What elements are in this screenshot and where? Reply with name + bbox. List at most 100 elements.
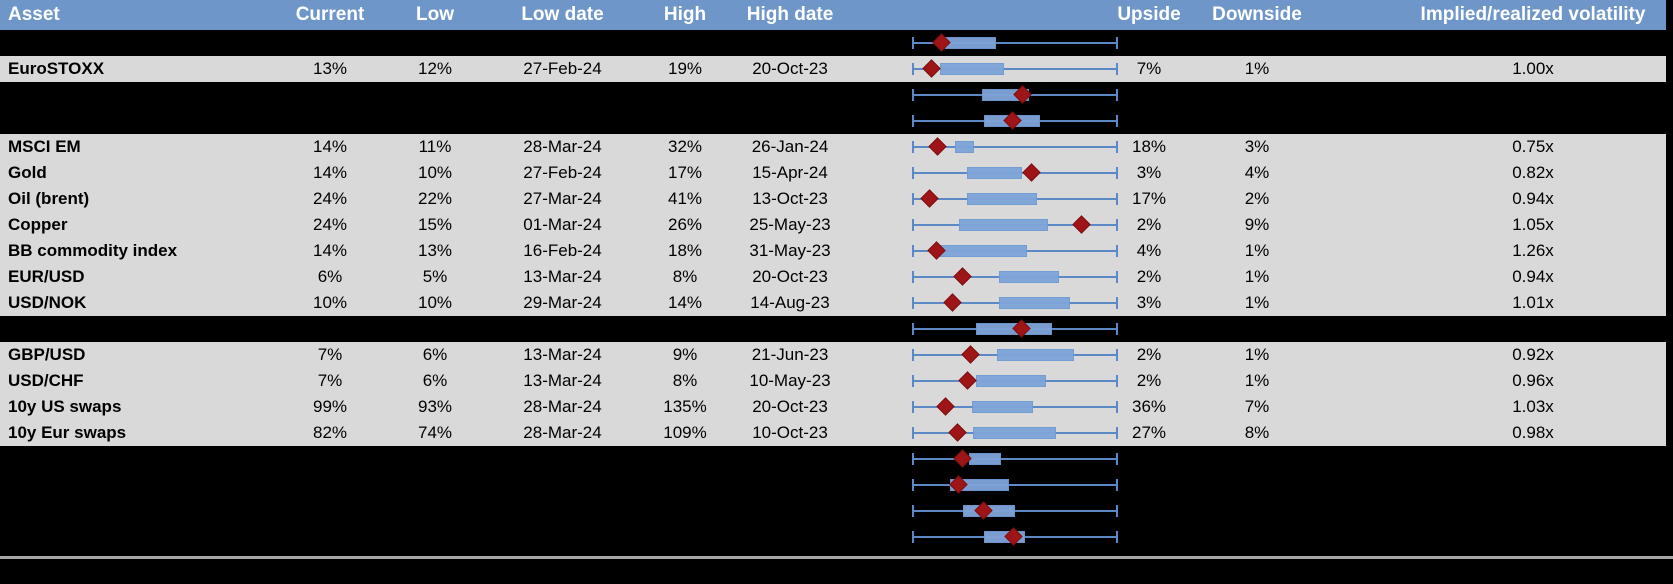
- low-date-cell[interactable]: 13-Mar-24: [523, 371, 602, 390]
- asset-name-cell[interactable]: Gold: [8, 163, 47, 182]
- header-cell-high-date[interactable]: High date: [746, 4, 834, 25]
- upside-cell[interactable]: 27%: [1131, 423, 1167, 442]
- high-date-cell[interactable]: 20-Oct-23: [752, 267, 828, 286]
- asset-name-cell[interactable]: 10y US swaps: [8, 397, 122, 416]
- low-cell[interactable]: 12%: [417, 59, 453, 78]
- current-cell[interactable]: 24%: [312, 189, 348, 208]
- high-date-cell[interactable]: 21-Jun-23: [751, 345, 829, 364]
- low-cell[interactable]: 10%: [417, 293, 453, 312]
- current-cell[interactable]: 13%: [312, 59, 348, 78]
- asset-name-cell[interactable]: MSCI EM: [8, 137, 81, 156]
- downside-cell[interactable]: 4%: [1244, 163, 1270, 182]
- high-cell[interactable]: 8%: [672, 267, 698, 286]
- implied-realized-volatility-cell[interactable]: 0.94x: [1512, 189, 1554, 208]
- high-cell[interactable]: 9%: [672, 345, 698, 364]
- high-cell[interactable]: 19%: [667, 59, 703, 78]
- low-cell[interactable]: 6%: [422, 371, 448, 390]
- downside-cell[interactable]: 1%: [1244, 241, 1270, 260]
- low-cell[interactable]: 13%: [417, 241, 453, 260]
- header-cell-current[interactable]: Current: [295, 4, 365, 25]
- asset-name-cell[interactable]: 10y Eur swaps: [8, 423, 127, 442]
- implied-realized-volatility-cell[interactable]: 1.03x: [1512, 397, 1554, 416]
- low-cell[interactable]: 5%: [422, 267, 448, 286]
- current-cell[interactable]: 14%: [312, 137, 348, 156]
- current-cell[interactable]: 99%: [312, 397, 348, 416]
- header-cell-downside[interactable]: Downside: [1212, 4, 1302, 25]
- low-date-cell[interactable]: 28-Mar-24: [523, 423, 602, 442]
- low-date-cell[interactable]: 13-Mar-24: [523, 267, 602, 286]
- low-date-cell[interactable]: 28-Mar-24: [523, 137, 602, 156]
- implied-realized-volatility-cell[interactable]: 0.94x: [1512, 267, 1554, 286]
- upside-cell[interactable]: 3%: [1136, 293, 1162, 312]
- current-cell[interactable]: 6%: [317, 267, 343, 286]
- header-cell-asset[interactable]: Asset: [8, 4, 60, 25]
- high-date-cell[interactable]: 14-Aug-23: [750, 293, 830, 312]
- upside-cell[interactable]: 2%: [1136, 215, 1162, 234]
- low-date-cell[interactable]: 27-Mar-24: [523, 189, 602, 208]
- current-cell[interactable]: 82%: [312, 423, 348, 442]
- high-cell[interactable]: 135%: [663, 397, 707, 416]
- downside-cell[interactable]: 1%: [1244, 293, 1270, 312]
- current-cell[interactable]: 14%: [312, 163, 348, 182]
- asset-name-cell[interactable]: EUR/USD: [8, 267, 85, 286]
- downside-cell[interactable]: 9%: [1244, 215, 1270, 234]
- header-cell-low-date[interactable]: Low date: [521, 4, 604, 25]
- low-date-cell[interactable]: 29-Mar-24: [523, 293, 602, 312]
- header-cell-implied-realized-volatility[interactable]: Implied/realized volatility: [1420, 4, 1646, 25]
- high-date-cell[interactable]: 31-May-23: [749, 241, 831, 260]
- upside-cell[interactable]: 2%: [1136, 345, 1162, 364]
- high-date-cell[interactable]: 13-Oct-23: [752, 189, 828, 208]
- asset-name-cell[interactable]: GBP/USD: [8, 345, 86, 364]
- header-cell-upside[interactable]: Upside: [1117, 4, 1181, 25]
- low-date-cell[interactable]: 27-Feb-24: [523, 163, 602, 182]
- low-cell[interactable]: 6%: [422, 345, 448, 364]
- implied-realized-volatility-cell[interactable]: 0.75x: [1512, 137, 1554, 156]
- upside-cell[interactable]: 18%: [1131, 137, 1167, 156]
- low-cell[interactable]: 10%: [417, 163, 453, 182]
- high-cell[interactable]: 17%: [667, 163, 703, 182]
- low-date-cell[interactable]: 27-Feb-24: [523, 59, 602, 78]
- high-date-cell[interactable]: 10-Oct-23: [752, 423, 828, 442]
- header-cell-low[interactable]: Low: [416, 4, 454, 25]
- current-cell[interactable]: 24%: [312, 215, 348, 234]
- upside-cell[interactable]: 17%: [1131, 189, 1167, 208]
- high-cell[interactable]: 26%: [667, 215, 703, 234]
- implied-realized-volatility-cell[interactable]: 1.00x: [1512, 59, 1554, 78]
- high-date-cell[interactable]: 25-May-23: [749, 215, 831, 234]
- low-date-cell[interactable]: 16-Feb-24: [523, 241, 602, 260]
- low-date-cell[interactable]: 01-Mar-24: [523, 215, 602, 234]
- high-date-cell[interactable]: 10-May-23: [749, 371, 831, 390]
- current-cell[interactable]: 7%: [317, 371, 343, 390]
- high-date-cell[interactable]: 20-Oct-23: [752, 397, 828, 416]
- high-date-cell[interactable]: 26-Jan-24: [751, 137, 829, 156]
- high-date-cell[interactable]: 15-Apr-24: [752, 163, 828, 182]
- downside-cell[interactable]: 1%: [1244, 345, 1270, 364]
- upside-cell[interactable]: 2%: [1136, 371, 1162, 390]
- upside-cell[interactable]: 7%: [1136, 59, 1162, 78]
- downside-cell[interactable]: 2%: [1244, 189, 1270, 208]
- asset-name-cell[interactable]: Oil (brent): [8, 189, 90, 208]
- implied-realized-volatility-cell[interactable]: 1.01x: [1512, 293, 1554, 312]
- downside-cell[interactable]: 1%: [1244, 371, 1270, 390]
- downside-cell[interactable]: 7%: [1244, 397, 1270, 416]
- asset-name-cell[interactable]: BB commodity index: [8, 241, 178, 260]
- high-cell[interactable]: 8%: [672, 371, 698, 390]
- upside-cell[interactable]: 36%: [1131, 397, 1167, 416]
- low-date-cell[interactable]: 13-Mar-24: [523, 345, 602, 364]
- asset-name-cell[interactable]: EuroSTOXX: [8, 59, 105, 78]
- header-cell-high[interactable]: High: [663, 4, 707, 25]
- implied-realized-volatility-cell[interactable]: 0.82x: [1512, 163, 1554, 182]
- low-cell[interactable]: 22%: [417, 189, 453, 208]
- low-cell[interactable]: 93%: [417, 397, 453, 416]
- implied-realized-volatility-cell[interactable]: 0.96x: [1512, 371, 1554, 390]
- downside-cell[interactable]: 8%: [1244, 423, 1270, 442]
- upside-cell[interactable]: 2%: [1136, 267, 1162, 286]
- current-cell[interactable]: 7%: [317, 345, 343, 364]
- asset-name-cell[interactable]: Copper: [8, 215, 68, 234]
- downside-cell[interactable]: 1%: [1244, 267, 1270, 286]
- upside-cell[interactable]: 3%: [1136, 163, 1162, 182]
- downside-cell[interactable]: 1%: [1244, 59, 1270, 78]
- downside-cell[interactable]: 3%: [1244, 137, 1270, 156]
- high-cell[interactable]: 18%: [667, 241, 703, 260]
- low-cell[interactable]: 15%: [417, 215, 453, 234]
